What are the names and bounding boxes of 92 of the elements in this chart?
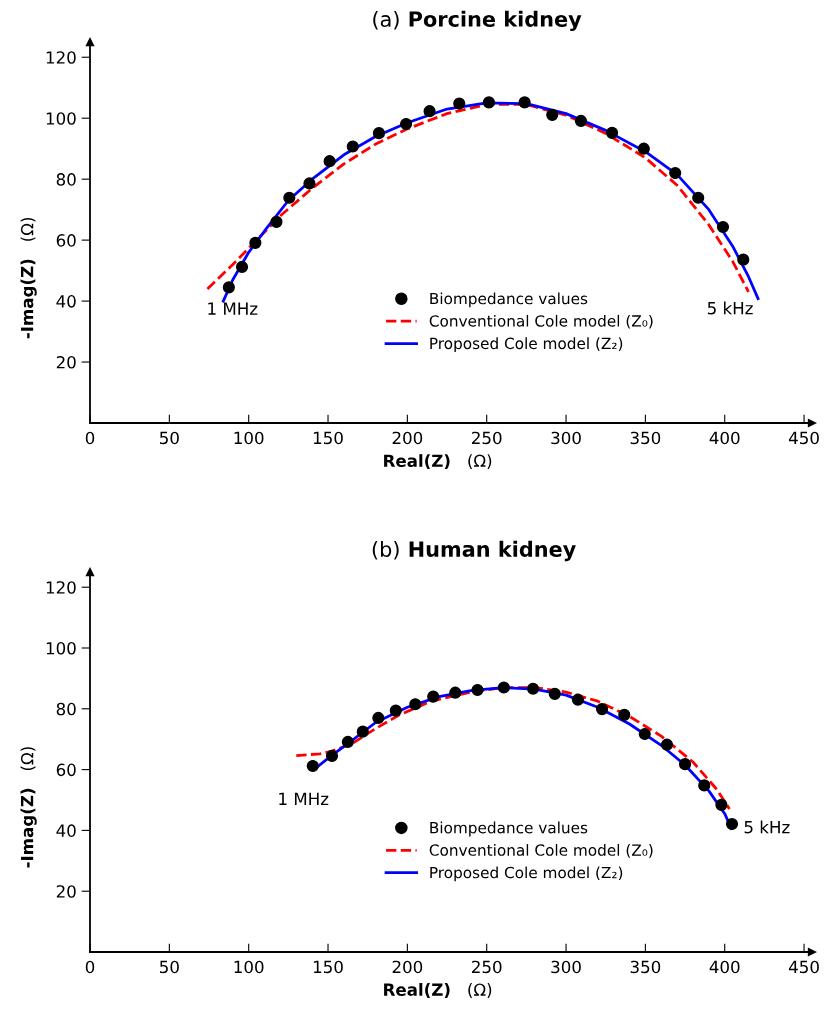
point bbox=[323, 155, 336, 168]
point bbox=[571, 693, 585, 706]
point bbox=[341, 735, 354, 749]
point bbox=[400, 117, 413, 131]
x-tick-label: 100 bbox=[234, 431, 264, 445]
point bbox=[637, 142, 650, 155]
point bbox=[548, 687, 561, 700]
point bbox=[574, 114, 588, 128]
point bbox=[270, 215, 283, 228]
x-tick-label: 150 bbox=[313, 960, 343, 974]
x-tick-label: 50 bbox=[160, 960, 179, 974]
point bbox=[389, 704, 402, 717]
x-tick-label: 350 bbox=[630, 431, 661, 445]
y-axis-title: -Imag(Z) (Ω) bbox=[20, 218, 37, 339]
point bbox=[638, 727, 651, 741]
point bbox=[497, 681, 510, 694]
point bbox=[482, 96, 495, 109]
point bbox=[605, 126, 619, 139]
annotation: 1 MHz bbox=[279, 792, 329, 805]
legend-label: Conventional Cole model (Z₀) bbox=[429, 844, 653, 858]
point bbox=[698, 779, 711, 792]
x-tick-label: 300 bbox=[551, 960, 581, 974]
y-axis-title: -Imag(Z) (Ω) bbox=[20, 747, 37, 868]
x-axis-title: Real(Z) (Ω) bbox=[384, 983, 492, 998]
legend-label: Proposed Cole model (Z₂) bbox=[430, 866, 623, 882]
point bbox=[518, 96, 531, 109]
x-tick-label: 250 bbox=[472, 960, 502, 974]
point bbox=[409, 698, 422, 711]
point bbox=[546, 108, 559, 121]
x-tick-label: 350 bbox=[630, 960, 661, 974]
x-tick-label: 0 bbox=[85, 960, 95, 974]
x-tick-label: 450 bbox=[788, 960, 819, 974]
x-tick-label: 200 bbox=[392, 431, 423, 445]
point bbox=[471, 683, 484, 697]
point bbox=[235, 260, 249, 274]
y-tick-label: 100 bbox=[46, 112, 76, 125]
point bbox=[678, 758, 692, 771]
y-tick-label: 60 bbox=[56, 763, 76, 777]
y-tick-label: 80 bbox=[56, 702, 76, 716]
x-axis-title: Real(Z) (Ω) bbox=[384, 454, 492, 470]
point bbox=[669, 166, 682, 180]
point bbox=[423, 105, 436, 118]
point bbox=[715, 798, 728, 811]
x-tick-label: 100 bbox=[234, 960, 264, 974]
point bbox=[618, 708, 631, 721]
x-tick-label: 300 bbox=[551, 431, 581, 445]
legend-label: Proposed Cole model (Z₂) bbox=[430, 337, 623, 353]
x-tick-label: 200 bbox=[392, 960, 423, 974]
point bbox=[526, 682, 540, 695]
point bbox=[372, 127, 386, 140]
point bbox=[306, 759, 319, 773]
legend-label: Biompedance values bbox=[430, 821, 588, 837]
y-tick-label: 60 bbox=[56, 234, 76, 247]
point bbox=[283, 191, 296, 204]
point bbox=[346, 140, 359, 153]
y-tick-label: 20 bbox=[56, 885, 76, 898]
point bbox=[453, 97, 466, 110]
y-tick-label: 40 bbox=[56, 824, 76, 837]
x-tick-label: 50 bbox=[160, 431, 179, 445]
y-tick-label: 120 bbox=[46, 581, 76, 594]
point bbox=[222, 281, 235, 294]
y-tick-label: 120 bbox=[46, 51, 76, 64]
chart-title: (b) Human kidney bbox=[372, 540, 576, 562]
y-tick-label: 100 bbox=[46, 641, 76, 655]
point bbox=[716, 220, 730, 234]
point bbox=[660, 738, 674, 751]
point bbox=[737, 253, 750, 266]
point bbox=[325, 749, 339, 762]
point bbox=[692, 191, 705, 204]
chart-title: (a) Porcine kidney bbox=[373, 10, 582, 32]
point bbox=[356, 725, 369, 738]
x-tick-label: 150 bbox=[313, 431, 343, 445]
x-tick-label: 400 bbox=[709, 431, 740, 445]
legend-label: Conventional Cole model (Z₀) bbox=[429, 314, 653, 329]
point bbox=[303, 177, 316, 190]
x-tick-label: 0 bbox=[85, 431, 95, 445]
point bbox=[449, 686, 462, 699]
x-tick-label: 400 bbox=[709, 960, 740, 974]
point bbox=[595, 703, 609, 716]
point bbox=[427, 690, 440, 703]
y-tick-label: 80 bbox=[56, 173, 76, 186]
annotation: 5 kHz bbox=[707, 301, 753, 315]
legend-label: Biompedance values bbox=[430, 292, 588, 308]
point bbox=[372, 711, 385, 724]
y-tick-label: 20 bbox=[56, 356, 76, 369]
point bbox=[249, 236, 262, 249]
x-tick-label: 250 bbox=[472, 431, 502, 445]
x-tick-label: 450 bbox=[788, 431, 819, 445]
annotation: 1 MHz bbox=[208, 302, 258, 315]
y-tick-label: 40 bbox=[56, 295, 76, 308]
annotation: 5 kHz bbox=[744, 820, 790, 834]
point bbox=[725, 817, 739, 831]
